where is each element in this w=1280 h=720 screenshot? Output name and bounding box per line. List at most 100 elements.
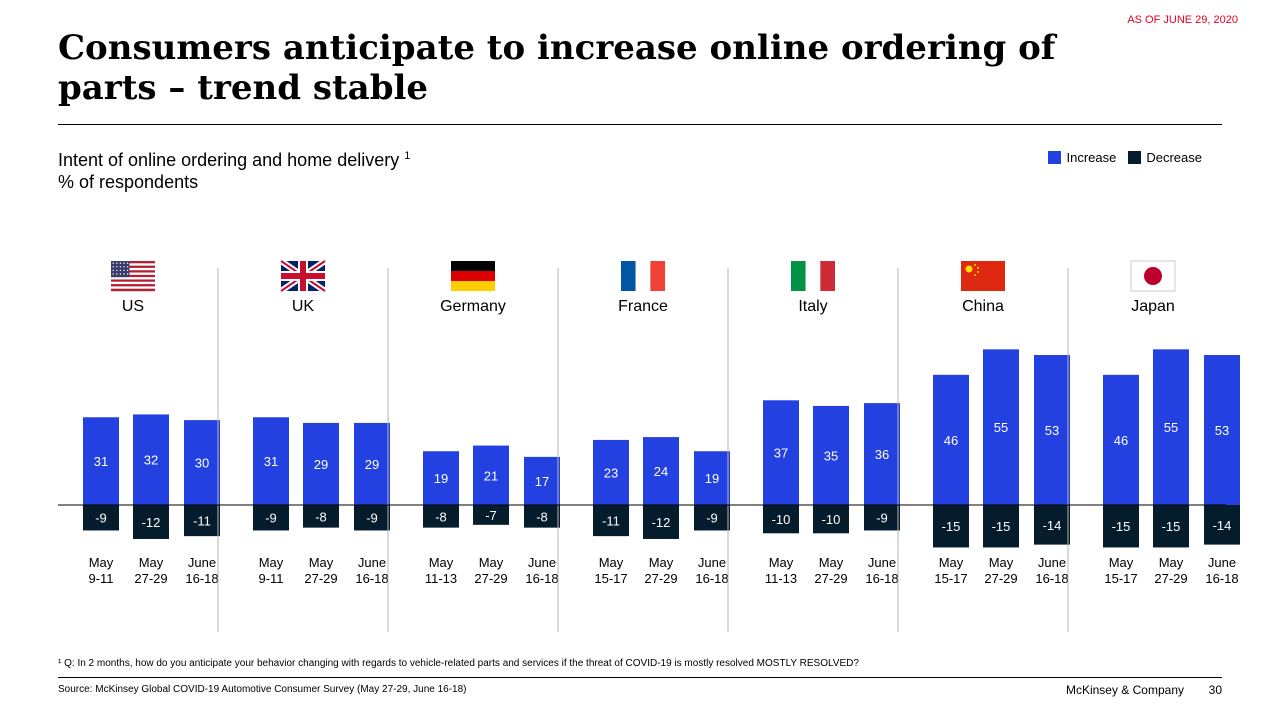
period-month-label: June xyxy=(1038,555,1066,570)
period-days-label: 27-29 xyxy=(814,571,847,586)
decrease-swatch xyxy=(1128,151,1142,164)
decrease-bar xyxy=(1204,505,1240,545)
country-label: France xyxy=(618,298,668,315)
decrease-value-label: -9 xyxy=(265,511,277,526)
increase-value-label: 17 xyxy=(535,474,549,489)
decrease-value-label: -14 xyxy=(1043,518,1062,533)
decrease-bar xyxy=(593,505,629,537)
period-days-label: 11-13 xyxy=(765,571,797,586)
japan-flag-icon xyxy=(1130,260,1176,292)
decrease-bar xyxy=(423,505,459,528)
period-days-label: 15-17 xyxy=(1104,571,1137,586)
decrease-bar xyxy=(983,505,1019,548)
decrease-value-label: -8 xyxy=(536,509,548,524)
decrease-value-label: -15 xyxy=(1112,519,1131,534)
period-month-label: May xyxy=(769,555,794,570)
italy-flag-icon xyxy=(791,261,835,291)
decrease-bar xyxy=(303,505,339,528)
decrease-bar xyxy=(1103,505,1139,548)
us-flag-icon xyxy=(111,261,155,292)
increase-bar xyxy=(83,417,119,505)
legend-item-decrease: Decrease xyxy=(1128,150,1202,165)
decrease-value-label: -8 xyxy=(435,509,447,524)
subtitle-footnote-marker: 1 xyxy=(404,150,411,162)
increase-bar xyxy=(354,422,390,505)
period-days-label: 15-17 xyxy=(934,571,967,586)
footer-divider xyxy=(58,677,1222,678)
increase-bar xyxy=(524,456,560,505)
subtitle-text: Intent of online ordering and home deliv… xyxy=(58,150,400,170)
period-days-label: 16-18 xyxy=(1205,571,1238,586)
increase-bar xyxy=(1034,355,1070,505)
increase-value-label: 55 xyxy=(994,420,1008,435)
period-month-label: June xyxy=(358,555,386,570)
decrease-value-label: -8 xyxy=(315,509,327,524)
decrease-bar xyxy=(524,505,560,528)
increase-value-label: 21 xyxy=(484,468,498,483)
decrease-value-label: -12 xyxy=(142,515,161,530)
increase-bar xyxy=(1204,355,1240,505)
increase-value-label: 29 xyxy=(365,457,379,472)
increase-value-label: 53 xyxy=(1045,423,1059,438)
increase-bar xyxy=(593,439,629,505)
decrease-value-label: -15 xyxy=(1162,519,1181,534)
period-days-label: 16-18 xyxy=(865,571,898,586)
increase-bar xyxy=(253,417,289,505)
period-month-label: June xyxy=(528,555,556,570)
period-month-label: May xyxy=(1109,555,1134,570)
increase-bar xyxy=(983,349,1019,505)
country-label: Italy xyxy=(798,298,827,315)
country-label: Germany xyxy=(440,298,506,315)
decrease-bar xyxy=(354,505,390,531)
period-month-label: May xyxy=(1159,555,1184,570)
decrease-bar xyxy=(643,505,679,539)
country-label: Japan xyxy=(1131,298,1175,315)
germany-flag-icon xyxy=(451,261,495,291)
footnote: ¹ Q: In 2 months, how do you anticipate … xyxy=(58,658,859,669)
period-month-label: May xyxy=(429,555,454,570)
decrease-bar xyxy=(763,505,799,534)
decrease-bar xyxy=(133,505,169,539)
decrease-value-label: -7 xyxy=(485,508,497,523)
increase-bar xyxy=(694,451,730,505)
increase-bar xyxy=(864,403,900,505)
increase-value-label: 23 xyxy=(604,465,618,480)
page-title: Consumers anticipate to increase online … xyxy=(58,28,1056,108)
period-month-label: May xyxy=(139,555,164,570)
period-month-label: May xyxy=(649,555,674,570)
unit-label: % of respondents xyxy=(58,172,199,192)
as-of-date: AS OF JUNE 29, 2020 xyxy=(1127,14,1238,26)
decrease-value-label: -10 xyxy=(772,512,791,527)
decrease-bar xyxy=(83,505,119,531)
decrease-bar xyxy=(813,505,849,534)
decrease-bar xyxy=(864,505,900,531)
decrease-value-label: -9 xyxy=(95,511,107,526)
period-days-label: 27-29 xyxy=(984,571,1017,586)
increase-bar xyxy=(184,420,220,505)
period-month-label: May xyxy=(259,555,284,570)
decrease-value-label: -11 xyxy=(602,514,620,529)
period-month-label: June xyxy=(868,555,896,570)
period-month-label: May xyxy=(989,555,1014,570)
decrease-value-label: -9 xyxy=(366,511,378,526)
decrease-bar xyxy=(253,505,289,531)
increase-value-label: 46 xyxy=(1114,433,1128,448)
period-days-label: 27-29 xyxy=(304,571,337,586)
country-label: US xyxy=(122,298,144,315)
increase-value-label: 46 xyxy=(944,433,958,448)
period-days-label: 27-29 xyxy=(644,571,677,586)
legend-label-decrease: Decrease xyxy=(1146,150,1202,165)
increase-value-label: 31 xyxy=(264,454,278,469)
decrease-bar xyxy=(1034,505,1070,545)
increase-value-label: 24 xyxy=(654,464,668,479)
uk-flag-icon xyxy=(279,258,327,294)
increase-bar xyxy=(423,451,459,505)
decrease-value-label: -15 xyxy=(942,519,961,534)
period-days-label: 16-18 xyxy=(1035,571,1068,586)
increase-bar xyxy=(473,445,509,505)
decrease-bar xyxy=(1153,505,1189,548)
france-flag-icon xyxy=(621,261,665,291)
increase-bar xyxy=(763,400,799,505)
increase-value-label: 36 xyxy=(875,447,889,462)
